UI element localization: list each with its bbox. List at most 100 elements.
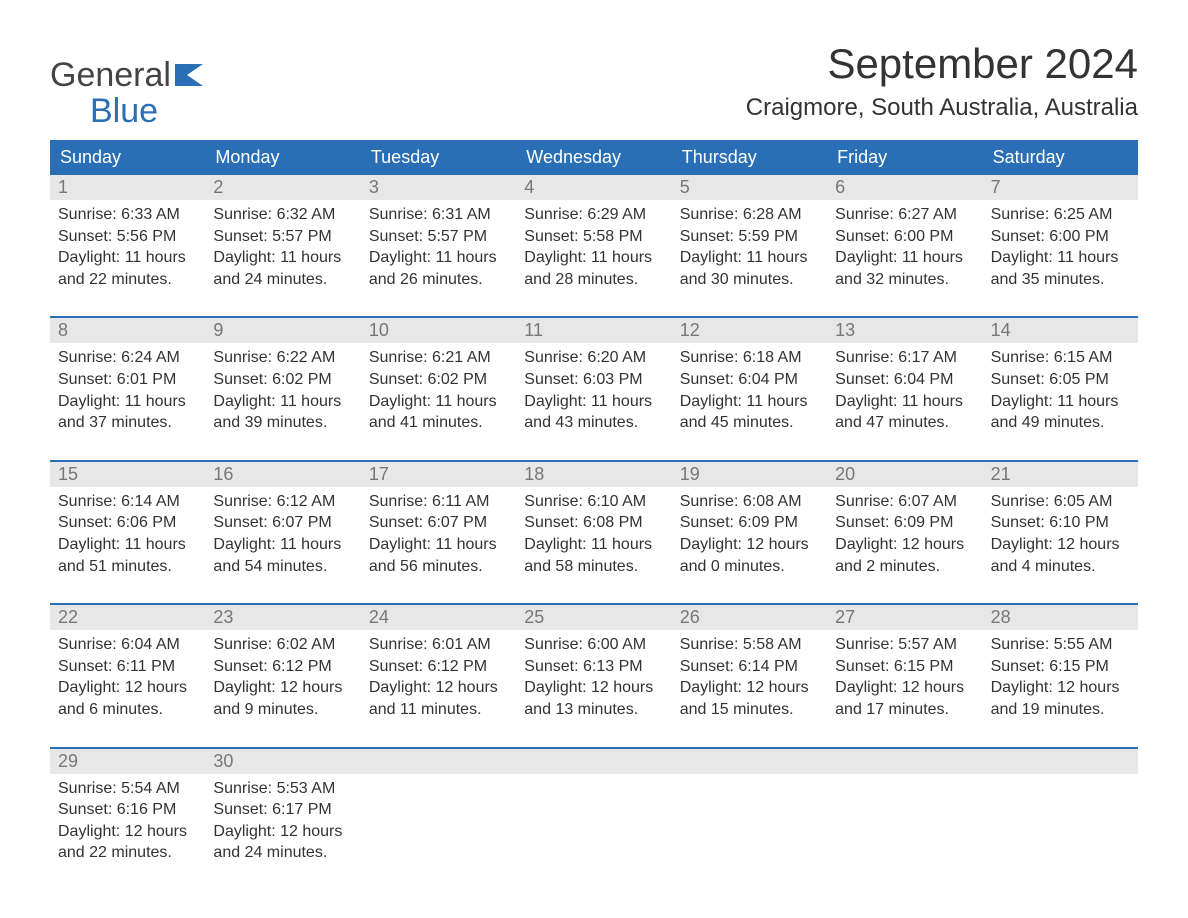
sunrise-line: Sunrise: 6:08 AM [680,491,819,513]
day-cell [827,774,982,872]
day-number: 5 [672,175,827,200]
day-cell: Sunrise: 5:58 AMSunset: 6:14 PMDaylight:… [672,630,827,728]
sunset-line: Sunset: 6:15 PM [835,656,974,678]
page-title: September 2024 [746,40,1138,88]
day-number: 22 [50,605,205,630]
day-cell: Sunrise: 6:31 AMSunset: 5:57 PMDaylight:… [361,200,516,298]
sunrise-line: Sunrise: 6:01 AM [369,634,508,656]
day-number: 19 [672,462,827,487]
daylight-line: Daylight: 12 hours and 13 minutes. [524,677,663,720]
sunset-line: Sunset: 6:08 PM [524,512,663,534]
day-number: 23 [205,605,360,630]
day-cell: Sunrise: 6:32 AMSunset: 5:57 PMDaylight:… [205,200,360,298]
sunset-line: Sunset: 5:58 PM [524,226,663,248]
sunset-line: Sunset: 5:56 PM [58,226,197,248]
daynum-row: 1234567 [50,175,1138,200]
day-cell: Sunrise: 5:57 AMSunset: 6:15 PMDaylight:… [827,630,982,728]
day-number: 4 [516,175,671,200]
day-number: 26 [672,605,827,630]
logo-text-top: General [50,58,171,94]
sunrise-line: Sunrise: 6:11 AM [369,491,508,513]
day-cell: Sunrise: 6:00 AMSunset: 6:13 PMDaylight:… [516,630,671,728]
day-of-week-header: SundayMondayTuesdayWednesdayThursdayFrid… [50,140,1138,175]
day-number: 2 [205,175,360,200]
sunset-line: Sunset: 6:16 PM [58,799,197,821]
daylight-line: Daylight: 11 hours and 26 minutes. [369,247,508,290]
sunset-line: Sunset: 6:05 PM [991,369,1130,391]
day-cell: Sunrise: 6:21 AMSunset: 6:02 PMDaylight:… [361,343,516,441]
day-cell: Sunrise: 5:54 AMSunset: 6:16 PMDaylight:… [50,774,205,872]
daylight-line: Daylight: 12 hours and 24 minutes. [213,821,352,864]
sunrise-line: Sunrise: 6:10 AM [524,491,663,513]
day-number: 24 [361,605,516,630]
sunset-line: Sunset: 6:11 PM [58,656,197,678]
day-cell: Sunrise: 6:27 AMSunset: 6:00 PMDaylight:… [827,200,982,298]
dow-cell: Tuesday [361,140,516,175]
sunrise-line: Sunrise: 6:29 AM [524,204,663,226]
sunrise-line: Sunrise: 6:14 AM [58,491,197,513]
day-number: 13 [827,318,982,343]
calendar-week: 22232425262728Sunrise: 6:04 AMSunset: 6:… [50,603,1138,728]
daylight-line: Daylight: 12 hours and 0 minutes. [680,534,819,577]
logo: General Blue [50,40,209,129]
day-cell: Sunrise: 6:05 AMSunset: 6:10 PMDaylight:… [983,487,1138,585]
day-number: 18 [516,462,671,487]
daylight-line: Daylight: 11 hours and 24 minutes. [213,247,352,290]
sunset-line: Sunset: 6:02 PM [369,369,508,391]
daylight-line: Daylight: 11 hours and 32 minutes. [835,247,974,290]
dow-cell: Saturday [983,140,1138,175]
day-number: 3 [361,175,516,200]
sunrise-line: Sunrise: 6:24 AM [58,347,197,369]
daylight-line: Daylight: 11 hours and 28 minutes. [524,247,663,290]
daylight-line: Daylight: 11 hours and 45 minutes. [680,391,819,434]
day-cell: Sunrise: 6:10 AMSunset: 6:08 PMDaylight:… [516,487,671,585]
day-cell: Sunrise: 5:53 AMSunset: 6:17 PMDaylight:… [205,774,360,872]
day-cell: Sunrise: 6:14 AMSunset: 6:06 PMDaylight:… [50,487,205,585]
sunrise-line: Sunrise: 5:58 AM [680,634,819,656]
dow-cell: Thursday [672,140,827,175]
calendar-week: 1234567 Sunrise: 6:33 AMSunset: 5:56 PM Da… [50,175,1138,298]
sunset-line: Sunset: 6:15 PM [991,656,1130,678]
day-cell [672,774,827,872]
daylight-line: Daylight: 11 hours and 43 minutes. [524,391,663,434]
day-number: 27 [827,605,982,630]
sunset-line: Sunset: 5:57 PM [213,226,352,248]
day-cell: Sunrise: 6:08 AMSunset: 6:09 PMDaylight:… [672,487,827,585]
sunrise-line: Sunrise: 6:20 AM [524,347,663,369]
header: General Blue September 2024 Craigmore, S… [50,40,1138,132]
daylight-line: Daylight: 11 hours and 56 minutes. [369,534,508,577]
day-number: 15 [50,462,205,487]
sunset-line: Sunset: 6:12 PM [213,656,352,678]
sunrise-line: Sunrise: 6:04 AM [58,634,197,656]
sunset-line: Sunset: 5:59 PM [680,226,819,248]
sunset-line: Sunset: 6:07 PM [213,512,352,534]
calendar: SundayMondayTuesdayWednesdayThursdayFrid… [50,140,1138,872]
day-number: 1 [50,175,205,200]
sunset-line: Sunset: 6:00 PM [835,226,974,248]
sunset-line: Sunset: 6:00 PM [991,226,1130,248]
daylight-line: Daylight: 12 hours and 22 minutes. [58,821,197,864]
sunrise-line: Sunrise: 6:31 AM [369,204,508,226]
day-number [827,749,982,774]
sunrise-line: Sunrise: 6:17 AM [835,347,974,369]
sunrise-line: Sunrise: 6:28 AM [680,204,819,226]
sunrise-line: Sunrise: 6:00 AM [524,634,663,656]
day-cell: Sunrise: 6:18 AMSunset: 6:04 PMDaylight:… [672,343,827,441]
sunrise-line: Sunrise: 6:33 AM [58,204,197,226]
daylight-line: Daylight: 12 hours and 15 minutes. [680,677,819,720]
day-number: 8 [50,318,205,343]
day-cell: Sunrise: 6:11 AMSunset: 6:07 PMDaylight:… [361,487,516,585]
day-number: 29 [50,749,205,774]
day-number [361,749,516,774]
day-cell [361,774,516,872]
daynum-row: 2930 [50,749,1138,774]
daylight-line: Daylight: 12 hours and 4 minutes. [991,534,1130,577]
title-block: September 2024 Craigmore, South Australi… [746,40,1138,132]
daylight-line: Daylight: 11 hours and 51 minutes. [58,534,197,577]
sunset-line: Sunset: 6:09 PM [835,512,974,534]
day-cell [516,774,671,872]
daylight-line: Daylight: 12 hours and 19 minutes. [991,677,1130,720]
dow-cell: Wednesday [516,140,671,175]
sunrise-line: Sunrise: 5:57 AM [835,634,974,656]
day-number [983,749,1138,774]
